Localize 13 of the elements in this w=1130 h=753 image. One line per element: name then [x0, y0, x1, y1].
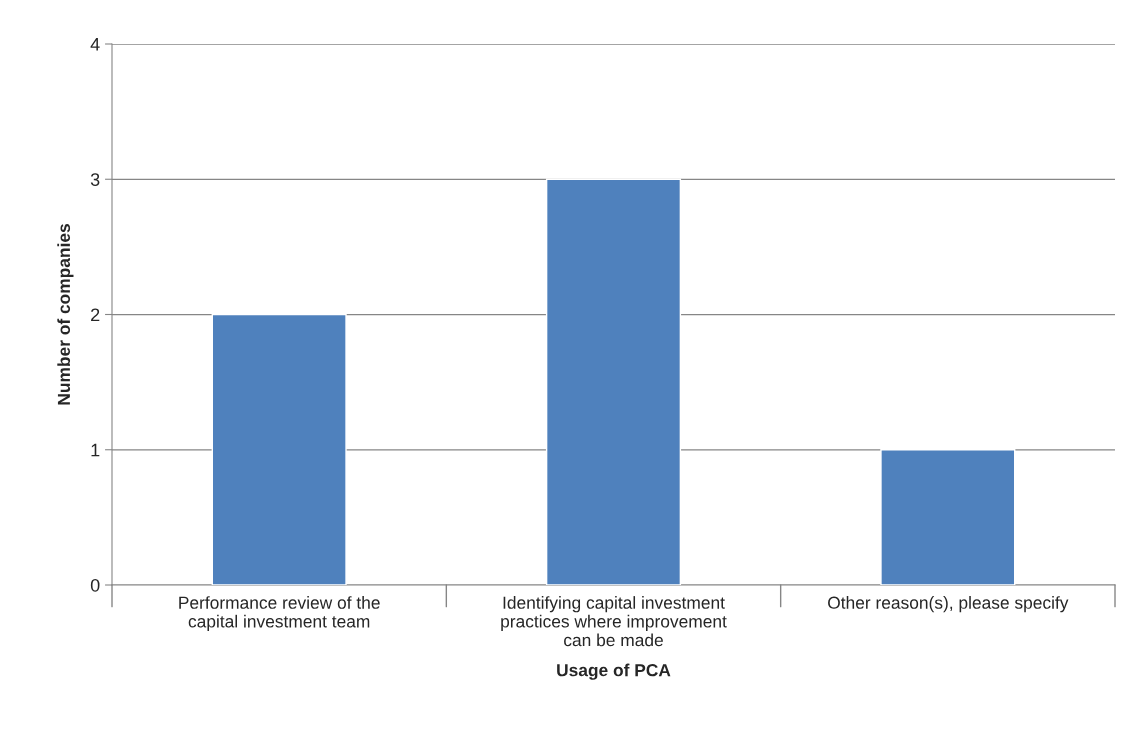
- x-tick-label: Other reason(s), please specify: [828, 596, 1069, 613]
- bar: [880, 449, 1016, 585]
- y-tick-label: 4: [90, 38, 100, 51]
- y-tick-label: 3: [90, 173, 100, 186]
- x-tick-label: Identifying capital investment practices where improvement can be made: [501, 596, 727, 647]
- y-tick-label: 0: [90, 578, 100, 592]
- bar: [211, 313, 347, 585]
- y-tick-label: 1: [91, 443, 100, 457]
- x-axis-title: Usage of PCA: [557, 663, 671, 680]
- y-tick-label: 2: [91, 308, 100, 322]
- bar: [545, 178, 682, 585]
- x-tick-label: Performance review of the capital investment team: [179, 596, 380, 631]
- y-axis-title: Number of companies: [57, 224, 74, 405]
